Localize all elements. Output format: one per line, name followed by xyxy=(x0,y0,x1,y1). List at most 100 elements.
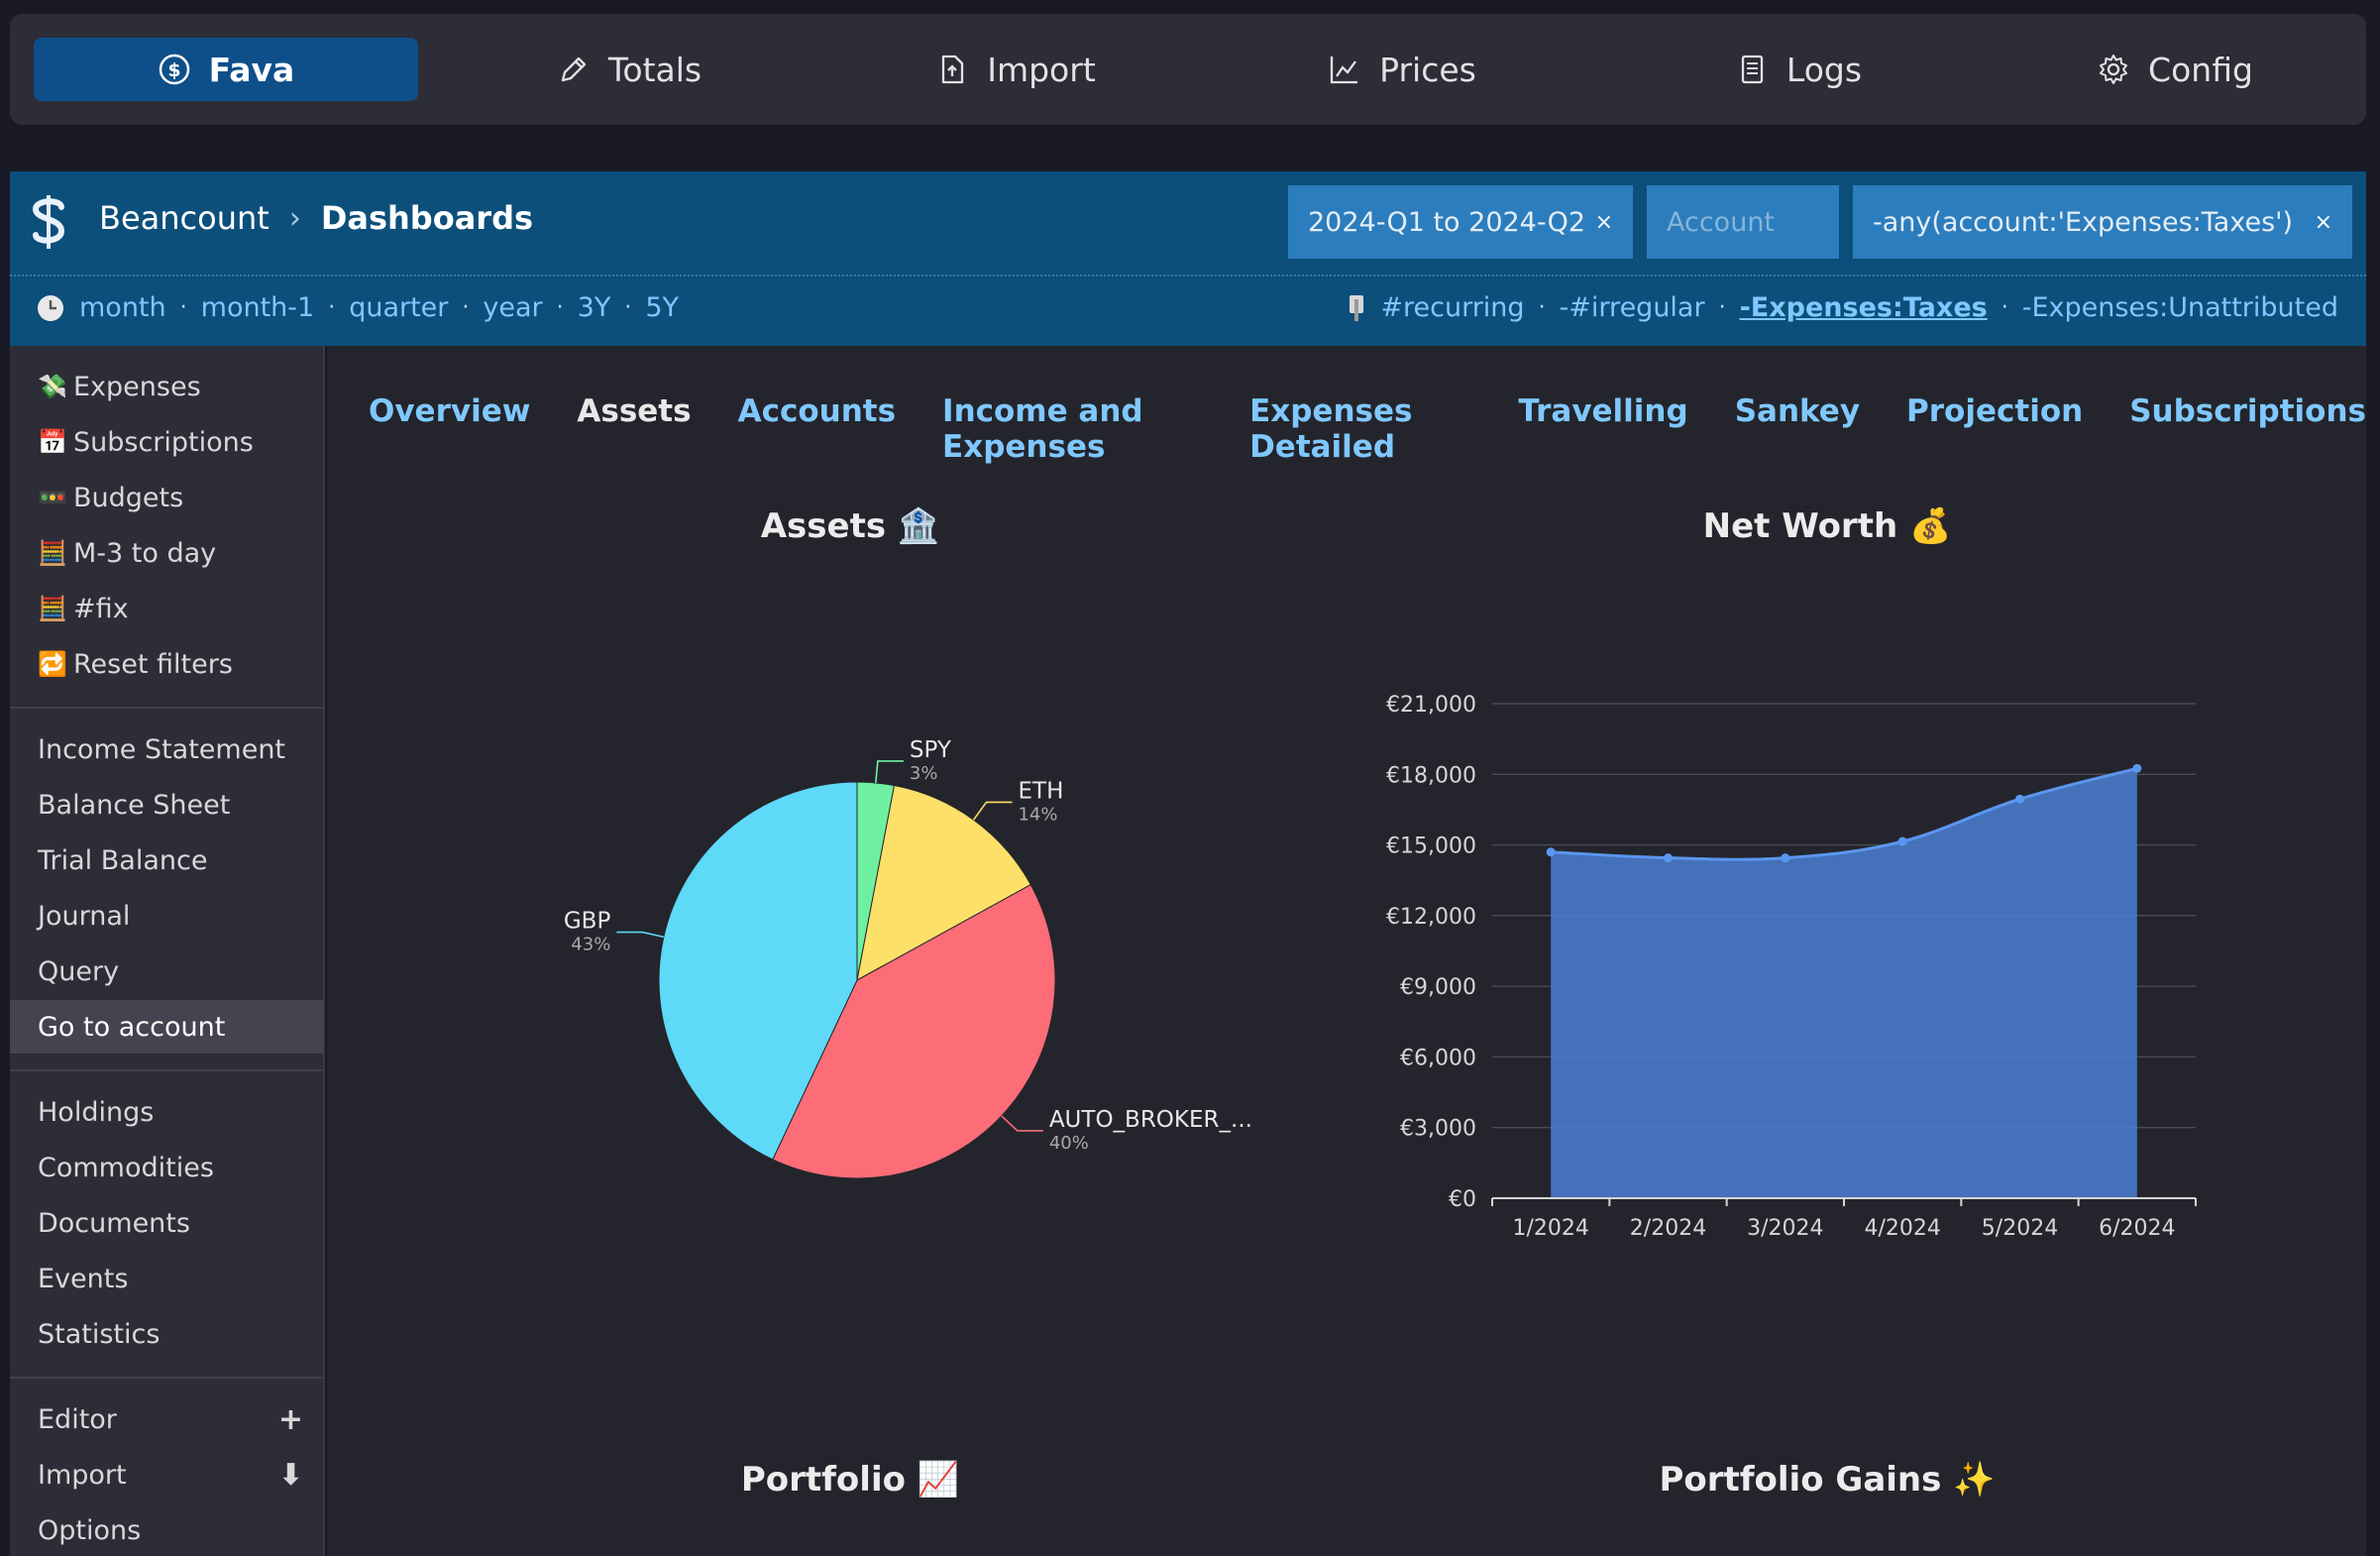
tag-link-recurring[interactable]: #recurring xyxy=(1380,292,1525,323)
dashboard-main: Overview Assets Accounts Income and Expe… xyxy=(327,346,2366,1556)
dashboard-tabs: Overview Assets Accounts Income and Expe… xyxy=(369,393,2366,465)
time-link-month-1[interactable]: month-1 xyxy=(200,292,315,323)
pencil-icon xyxy=(561,56,587,82)
tab-income-and-expenses[interactable]: Income and Expenses xyxy=(942,393,1143,465)
portfolio-gains-panel-title: Portfolio Gains ✨ xyxy=(1659,1460,1996,1500)
pie-leader-line xyxy=(616,931,664,939)
sidebar-item-income-statement[interactable]: Income Statement xyxy=(38,733,286,765)
clear-time-filter-icon[interactable]: × xyxy=(1594,209,1613,235)
tab-sankey[interactable]: Sankey xyxy=(1734,393,1861,429)
tab-accounts[interactable]: Accounts xyxy=(737,393,897,429)
tag-shortcuts: #recurring · -#irregular · -Expenses:Tax… xyxy=(1347,292,2338,323)
time-link-month[interactable]: month xyxy=(79,292,166,323)
tag-link-irregular[interactable]: -#irregular xyxy=(1559,292,1705,323)
time-link-quarter[interactable]: quarter xyxy=(349,292,449,323)
sidebar-item-fix[interactable]: 🧮 #fix xyxy=(38,593,129,624)
header: Beancount › Dashboards 2024-Q1 to 2024-Q… xyxy=(10,171,2366,346)
x-tick-label: 6/2024 xyxy=(2099,1216,2175,1241)
pie-slice-percent: 14% xyxy=(1018,804,1057,825)
traffic-light-icon: 🚥 xyxy=(38,484,67,511)
sidebar-item-expenses[interactable]: 💸 Expenses xyxy=(38,371,201,402)
tag-link-expenses-taxes[interactable]: -Expenses:Taxes xyxy=(1739,292,1988,323)
account-filter-input[interactable]: Account xyxy=(1647,185,1839,259)
networth-point xyxy=(2015,794,2024,804)
abacus-icon: 🧮 xyxy=(38,595,67,622)
app-tab-config[interactable]: Config xyxy=(2066,38,2284,101)
time-link-year[interactable]: year xyxy=(483,292,543,323)
app-tab-prices[interactable]: Prices xyxy=(1303,38,1501,101)
clear-query-filter-icon[interactable]: × xyxy=(2314,209,2332,235)
y-tick-label: €0 xyxy=(1449,1187,1476,1212)
y-tick-label: €18,000 xyxy=(1386,763,1476,788)
sidebar-item-query[interactable]: Query xyxy=(38,955,120,987)
app-tab-label: Fava xyxy=(208,50,295,89)
tab-projection[interactable]: Projection xyxy=(1906,393,2084,429)
sidebar-item-commodities[interactable]: Commodities xyxy=(38,1152,214,1183)
tab-subscriptions[interactable]: Subscriptions xyxy=(2129,393,2366,429)
networth-area-chart: €0 €3,000 €6,000 €9,000 €12,000 €15,000 €18,00… xyxy=(1386,693,2197,1241)
pie-slice-label: SPY xyxy=(910,737,952,763)
clock-icon xyxy=(38,294,63,321)
sidebar: 💸 Expenses 📅 Subscriptions 🚥 Budgets 🧮 M-3 t… xyxy=(10,346,325,1556)
portfolio-panel-title: Portfolio 📈 xyxy=(740,1460,960,1500)
sidebar-item-holdings[interactable]: Holdings xyxy=(38,1096,155,1128)
sidebar-item-budgets[interactable]: 🚥 Budgets xyxy=(38,482,184,513)
time-link-3y[interactable]: 3Y xyxy=(577,292,611,323)
tab-travelling[interactable]: Travelling xyxy=(1518,393,1688,429)
sidebar-divider xyxy=(10,1069,323,1071)
app-tab-label: Totals xyxy=(607,50,703,89)
networth-area-fill xyxy=(1551,768,2137,1198)
app-tab-import[interactable]: Import xyxy=(917,38,1115,101)
repeat-icon: 🔁 xyxy=(38,650,67,678)
pie-slice xyxy=(658,781,858,1161)
pie-slice-label: GBP xyxy=(564,909,611,935)
app-tab-fava[interactable]: $ Fava xyxy=(34,38,418,101)
tab-expenses-detailed[interactable]: Expenses Detailed xyxy=(1249,393,1413,465)
tab-assets[interactable]: Assets xyxy=(577,393,692,429)
time-filter-input[interactable]: 2024-Q1 to 2024-Q2 × xyxy=(1288,185,1633,259)
time-link-5y[interactable]: 5Y xyxy=(645,292,679,323)
app-tab-label: Config xyxy=(2148,50,2253,89)
line-chart-icon xyxy=(1330,56,1358,84)
svg-text:$: $ xyxy=(167,59,180,81)
gear-icon xyxy=(2100,55,2128,84)
download-arrow-icon[interactable]: ⬇ xyxy=(277,1457,303,1493)
pie-leader-line xyxy=(972,801,1013,821)
breadcrumb-ledger[interactable]: Beancount xyxy=(99,199,270,237)
time-filter-value: 2024-Q1 to 2024-Q2 xyxy=(1308,206,1586,238)
tag-pin-icon xyxy=(1350,294,1364,321)
sidebar-item-import[interactable]: Import ⬇ xyxy=(38,1457,303,1493)
tab-overview[interactable]: Overview xyxy=(369,393,531,429)
sidebar-item-journal[interactable]: Journal xyxy=(38,900,131,932)
networth-point xyxy=(1546,847,1556,857)
sidebar-item-trial-balance[interactable]: Trial Balance xyxy=(38,844,208,876)
app-tab-label: Logs xyxy=(1785,50,1863,89)
tag-link-expenses-unattributed[interactable]: -Expenses:Unattributed xyxy=(2021,292,2338,323)
pie-leader-line xyxy=(1001,1115,1043,1132)
networth-panel-title: Net Worth 💰 xyxy=(1702,506,1952,546)
x-tick-label: 5/2024 xyxy=(1982,1216,2058,1241)
sidebar-item-documents[interactable]: Documents xyxy=(38,1207,190,1239)
assets-panel-title: Assets 🏦 xyxy=(760,506,940,546)
sidebar-item-subscriptions[interactable]: 📅 Subscriptions xyxy=(38,426,254,458)
sidebar-item-m3-to-day[interactable]: 🧮 M-3 to day xyxy=(38,537,217,569)
app-tab-totals[interactable]: Totals xyxy=(530,38,728,101)
app-tab-logs[interactable]: Logs xyxy=(1699,38,1897,101)
y-tick-label: €6,000 xyxy=(1400,1046,1476,1070)
sidebar-item-balance-sheet[interactable]: Balance Sheet xyxy=(38,789,231,821)
beancount-logo-icon[interactable] xyxy=(24,193,73,251)
sidebar-item-statistics[interactable]: Statistics xyxy=(38,1318,161,1350)
y-tick-label: €9,000 xyxy=(1400,975,1476,1000)
sidebar-item-go-to-account[interactable]: Go to account xyxy=(10,1000,323,1054)
pie-slice-label: ETH xyxy=(1018,778,1063,804)
sidebar-item-reset-filters[interactable]: 🔁 Reset filters xyxy=(38,648,233,680)
x-tick-label: 3/2024 xyxy=(1747,1216,1823,1241)
header-divider xyxy=(10,275,2366,277)
plus-icon[interactable]: + xyxy=(277,1401,303,1437)
query-filter-input[interactable]: -any(account:'Expenses:Taxes') × xyxy=(1853,185,2352,259)
document-lines-icon xyxy=(1741,55,1764,84)
sidebar-item-editor[interactable]: Editor + xyxy=(38,1401,303,1437)
sidebar-item-events[interactable]: Events xyxy=(38,1263,129,1294)
sidebar-item-options[interactable]: Options xyxy=(38,1514,142,1546)
